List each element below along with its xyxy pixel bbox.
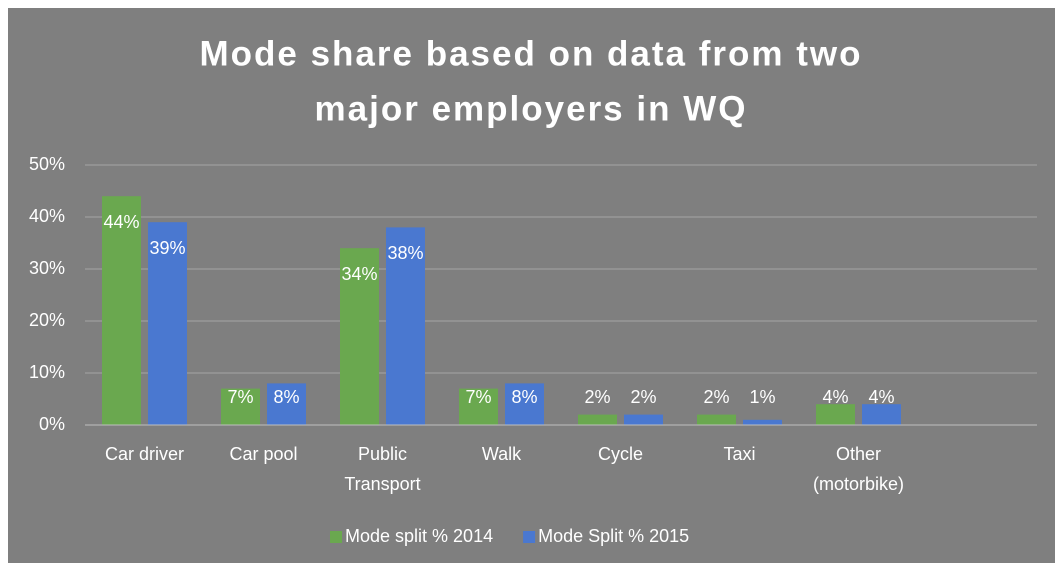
legend-swatch <box>330 531 342 543</box>
bar <box>340 248 379 425</box>
bar <box>386 227 425 425</box>
data-label: 34% <box>341 264 377 284</box>
bar <box>148 222 187 425</box>
data-label: 4% <box>822 387 848 407</box>
bar <box>505 383 544 425</box>
data-label: 8% <box>511 387 537 407</box>
bar <box>697 414 736 425</box>
bar <box>743 419 782 425</box>
data-label: 7% <box>227 387 253 407</box>
chart-title: Mode share based on data from two <box>199 34 862 73</box>
data-label: 4% <box>868 387 894 407</box>
x-tick-label: Walk <box>482 444 522 464</box>
x-tick-label: Public Transport <box>344 444 420 494</box>
x-tick-label: Car pool <box>229 444 297 464</box>
x-tick-label: Other (motorbike) <box>813 444 904 494</box>
y-tick-label: 20% <box>29 310 65 330</box>
legend-label: Mode Split % 2015 <box>538 526 689 546</box>
data-label: 39% <box>149 238 185 258</box>
y-tick-label: 30% <box>29 258 65 278</box>
data-label: 2% <box>584 387 610 407</box>
bar <box>816 404 855 425</box>
bar <box>267 383 306 425</box>
legend-swatch <box>523 531 536 543</box>
bar <box>102 196 141 425</box>
x-tick-label: Car driver <box>105 444 184 464</box>
data-label: 38% <box>387 243 423 263</box>
bar <box>862 404 901 425</box>
data-label: 44% <box>103 212 139 232</box>
y-tick-label: 10% <box>29 362 65 382</box>
data-label: 2% <box>630 387 656 407</box>
x-tick-label: Taxi <box>723 444 755 464</box>
bar <box>624 414 663 425</box>
data-label: 1% <box>749 387 775 407</box>
data-label: 2% <box>703 387 729 407</box>
y-tick-label: 40% <box>29 206 65 226</box>
y-tick-label: 0% <box>39 414 65 434</box>
data-label: 8% <box>273 387 299 407</box>
legend-label: Mode split % 2014 <box>345 526 493 546</box>
y-tick-label: 50% <box>29 154 65 174</box>
bar <box>221 388 260 425</box>
data-label: 7% <box>465 387 491 407</box>
x-tick-label: Cycle <box>598 444 643 464</box>
chart-title: major employers in WQ <box>315 89 748 128</box>
bar <box>459 388 498 425</box>
bar <box>578 414 617 425</box>
